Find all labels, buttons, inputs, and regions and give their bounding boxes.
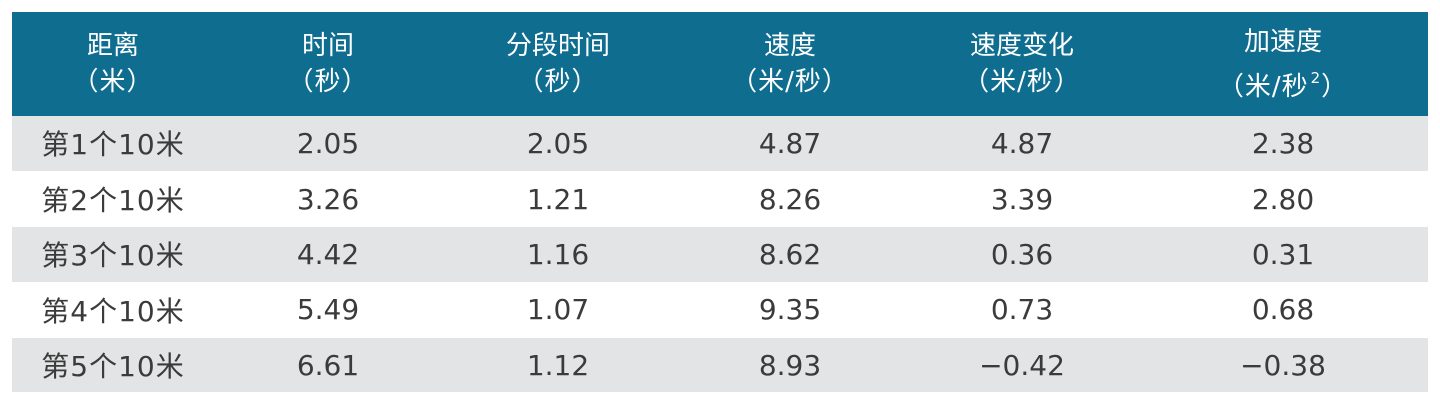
header-split-time: 分段时间 （秒）	[442, 12, 674, 116]
cell-acceleration: 2.80	[1251, 182, 1315, 216]
table-body: 第1个10米 2.05 2.05 4.87 4.87 2.38 第2个10米 3.26 1.21…	[12, 116, 1428, 393]
header-title: 速度变化	[969, 31, 1074, 61]
header-title: 时间	[301, 31, 354, 61]
header-title: 加速度	[1243, 26, 1322, 57]
cell-distance: 第5个10米	[41, 350, 185, 384]
header-unit: （米）	[72, 67, 154, 97]
table-row: 第5个10米 6.61 1.12 8.93 −0.42 −0.38	[12, 337, 1428, 393]
header-unit-tail: ）	[1321, 71, 1349, 102]
header-speed-change: 速度变化 （米/秒）	[906, 12, 1138, 116]
cell-time: 4.42	[296, 237, 360, 271]
cell-time: 3.26	[296, 182, 360, 216]
table-row: 第4个10米 5.49 1.07 9.35 0.73 0.68	[12, 282, 1428, 338]
table-row: 第2个10米 3.26 1.21 8.26 3.39 2.80	[12, 171, 1428, 227]
cell-time: 6.61	[296, 348, 360, 382]
header-speed: 速度 （米/秒）	[674, 12, 906, 116]
cell-speed-change: 3.39	[990, 182, 1054, 216]
cell-split-time: 1.12	[526, 348, 590, 382]
header-title: 分段时间	[505, 31, 610, 61]
cell-speed-change: −0.42	[979, 348, 1065, 382]
cell-speed: 8.26	[758, 182, 822, 216]
cell-distance: 第4个10米	[41, 294, 185, 328]
table-row: 第1个10米 2.05 2.05 4.87 4.87 2.38	[12, 116, 1428, 172]
table-row: 第3个10米 4.42 1.16 8.62 0.36 0.31	[12, 226, 1428, 283]
header-row: 距离 （米） 时间 （秒） 分段时间 （秒） 速度 （米/秒） 速度变化 （	[12, 12, 1428, 116]
header-unit-superscript: 2	[1310, 68, 1322, 87]
header-distance: 距离 （米）	[12, 12, 214, 116]
cell-distance: 第2个10米	[41, 184, 185, 218]
cell-distance: 第1个10米	[41, 128, 185, 162]
header-unit: （米/秒）	[963, 67, 1081, 97]
header-unit: （米/秒 2）	[1138, 60, 1428, 105]
cell-split-time: 1.21	[526, 182, 590, 216]
data-table-container: 距离 （米） 时间 （秒） 分段时间 （秒） 速度 （米/秒） 速度变化 （	[12, 12, 1428, 393]
header-unit: （秒）	[287, 67, 369, 97]
cell-split-time: 1.07	[526, 293, 590, 327]
cell-time: 5.49	[296, 293, 360, 327]
header-unit: （米/秒）	[731, 67, 849, 97]
cell-acceleration: 2.38	[1251, 126, 1315, 160]
cell-time: 2.05	[296, 126, 360, 160]
cell-speed-change: 0.36	[990, 237, 1054, 271]
cell-distance: 第3个10米	[41, 239, 185, 273]
header-title: 距离	[86, 31, 139, 61]
cell-speed: 8.93	[758, 348, 822, 382]
cell-speed-change: 4.87	[990, 126, 1054, 160]
table-header: 距离 （米） 时间 （秒） 分段时间 （秒） 速度 （米/秒） 速度变化 （	[12, 12, 1428, 116]
cell-acceleration: 0.68	[1251, 293, 1315, 327]
cell-acceleration: 0.31	[1251, 237, 1315, 271]
cell-speed: 9.35	[758, 293, 822, 327]
cell-acceleration: −0.38	[1240, 348, 1326, 382]
cell-speed-change: 0.73	[990, 293, 1054, 327]
cell-split-time: 2.05	[526, 126, 590, 160]
cell-speed: 8.62	[758, 237, 822, 271]
header-acceleration: 加速度 （米/秒 2）	[1138, 12, 1428, 116]
header-unit: （秒）	[517, 67, 599, 97]
sprint-acceleration-table: 距离 （米） 时间 （秒） 分段时间 （秒） 速度 （米/秒） 速度变化 （	[12, 12, 1428, 393]
header-unit-main: （米/秒	[1217, 71, 1309, 102]
header-title: 速度	[763, 31, 816, 61]
cell-speed: 4.87	[758, 126, 822, 160]
header-time: 时间 （秒）	[214, 12, 442, 116]
cell-split-time: 1.16	[526, 237, 590, 271]
